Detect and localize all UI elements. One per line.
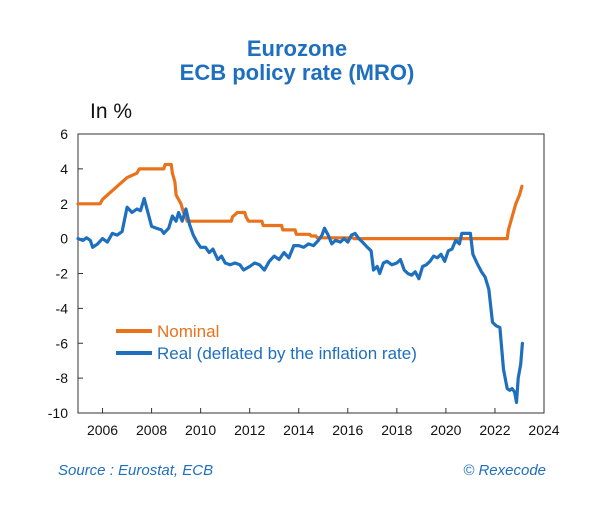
y-tick-label: -4: [56, 300, 69, 316]
plot-frame: [77, 133, 545, 414]
copyright-credit: © Rexecode: [463, 462, 546, 479]
y-tick-label: -6: [56, 335, 69, 351]
y-tick-label: 6: [60, 126, 68, 142]
x-tick-label: 2018: [381, 422, 412, 438]
source-note: Source : Eurostat, ECB: [58, 462, 214, 479]
x-tick-label: 2020: [430, 422, 461, 438]
series-line-real: [76, 196, 524, 405]
y-tick-label: -2: [56, 266, 69, 282]
x-tick-label: 2022: [479, 422, 510, 438]
legend-label-nominal: Nominal: [157, 322, 219, 341]
y-tick-label: -10: [48, 405, 68, 421]
series-line-nominal: [76, 162, 524, 241]
chart-title: Eurozone: [246, 36, 348, 61]
y-tick-label: -8: [56, 370, 69, 386]
x-tick-label: 2006: [87, 422, 118, 438]
x-tick-label: 2008: [136, 422, 167, 438]
legend-label-real: Real (deflated by the inflation rate): [157, 344, 417, 363]
y-axis-unit-label: In %: [90, 100, 133, 123]
x-tick-label: 2024: [528, 422, 559, 438]
y-tick-label: 2: [60, 196, 68, 212]
chart-subtitle: ECB policy rate (MRO): [179, 60, 415, 85]
x-tick-label: 2016: [332, 422, 363, 438]
x-tick-label: 2010: [185, 422, 216, 438]
x-tick-label: 2014: [283, 422, 314, 438]
x-tick-label: 2012: [234, 422, 265, 438]
y-tick-label: 0: [60, 231, 68, 247]
y-tick-label: 4: [60, 161, 68, 177]
